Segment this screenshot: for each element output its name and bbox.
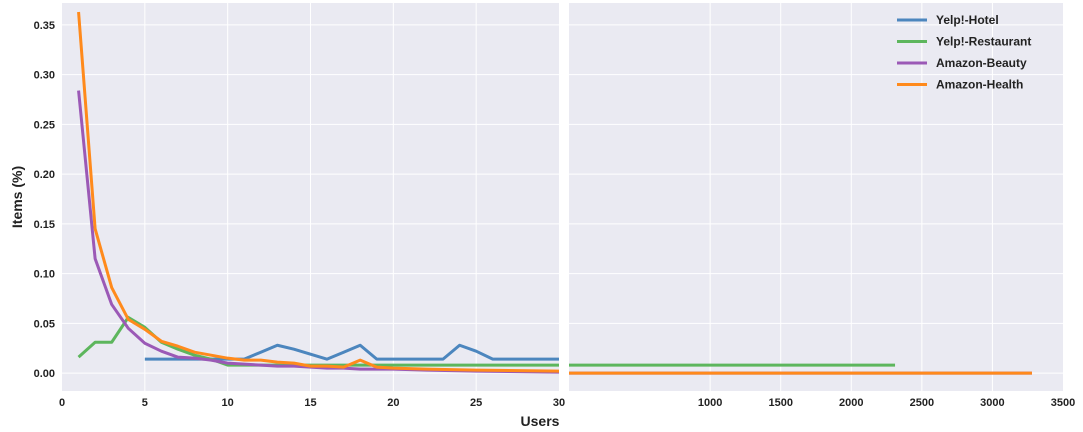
- y-axis-label: Items (%): [9, 166, 25, 228]
- x-tick-label: 1500: [768, 397, 792, 409]
- legend-item: Yelp!-Hotel: [897, 13, 999, 27]
- x-tick-label: 15: [304, 397, 316, 409]
- panel-2: [569, 3, 1063, 391]
- y-tick-label: 0.15: [34, 219, 55, 231]
- series-line-amazon-beauty: [77, 90, 559, 374]
- series-line-amazon-health: [77, 11, 559, 373]
- legend-item: Amazon-Health: [897, 78, 1023, 92]
- x-tick-label: 30: [553, 397, 565, 409]
- x-tick-label: 25: [470, 397, 482, 409]
- y-tick-label: 0.25: [34, 119, 55, 131]
- y-tick-label: 0.05: [34, 318, 55, 330]
- legend-label: Amazon-Beauty: [936, 56, 1027, 70]
- x-tick-label: 2000: [839, 397, 863, 409]
- y-tick-label: 0.35: [34, 20, 55, 32]
- legend-item: Amazon-Beauty: [897, 56, 1027, 70]
- panel-1: [62, 3, 559, 391]
- legend: Yelp!-Hotel Yelp!-Restaurant Amazon-Beauty…: [897, 13, 1031, 92]
- legend-label: Yelp!-Restaurant: [936, 35, 1031, 49]
- y-tick-label: 0.30: [34, 70, 55, 82]
- y-tick-label: 0.00: [34, 368, 55, 380]
- x-tick-label: 1000: [698, 397, 722, 409]
- x-tick-label: 5: [142, 397, 148, 409]
- x-axis-label: Users: [521, 413, 560, 429]
- x-tick-label: 20: [387, 397, 399, 409]
- legend-label: Yelp!-Hotel: [936, 13, 999, 27]
- plot-background: [569, 3, 1063, 391]
- x-tick-label: 10: [222, 397, 234, 409]
- y-tick-label: 0.10: [34, 269, 55, 281]
- x-tick-label: 3000: [980, 397, 1004, 409]
- x-tick-label: 2500: [910, 397, 934, 409]
- legend-item: Yelp!-Restaurant: [897, 35, 1031, 49]
- y-tick-label: 0.20: [34, 169, 55, 181]
- legend-label: Amazon-Health: [936, 78, 1023, 92]
- x-tick-label: 3500: [1051, 397, 1075, 409]
- x-tick-label: 0: [59, 397, 65, 409]
